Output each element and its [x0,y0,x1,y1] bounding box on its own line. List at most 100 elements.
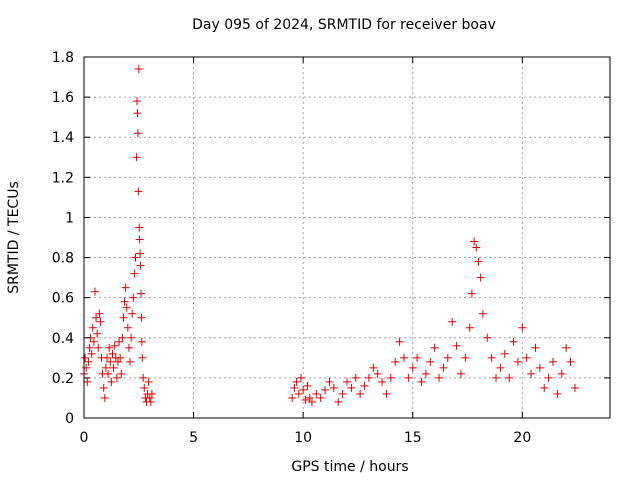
chart-title: Day 095 of 2024, SRMTID for receiver boa… [192,17,496,33]
data-point [101,363,110,372]
data-point [347,383,356,392]
data-point [128,309,137,318]
data-point [492,373,501,382]
data-point [109,363,118,372]
y-tick-label: 1.6 [52,90,74,106]
data-point [456,369,465,378]
data-point [136,261,145,270]
data-point [527,369,536,378]
data-point [116,353,125,362]
data-point [146,397,155,406]
data-point [99,383,108,392]
y-tick-label: 0.8 [52,251,74,267]
data-point [288,393,297,402]
data-point [430,343,439,352]
data-points [80,65,579,406]
data-point [321,385,330,394]
data-point [483,333,492,342]
data-point [144,377,153,386]
data-point [316,393,325,402]
data-point [95,309,104,318]
data-point [496,363,505,372]
data-point [135,223,144,232]
data-point [113,357,122,366]
data-point [133,109,142,118]
data-point [117,369,126,378]
data-point [408,363,417,372]
data-point [94,343,103,352]
data-point [364,373,373,382]
data-point [395,337,404,346]
y-tick-label: 0.4 [52,331,74,347]
y-tick-label: 1.2 [52,170,74,186]
data-point [100,393,109,402]
data-point [570,383,579,392]
x-axis-title: GPS time / hours [291,459,408,475]
data-point [399,353,408,362]
data-point [124,343,133,352]
data-point [122,303,131,312]
data-point [108,349,117,358]
data-point [531,343,540,352]
data-point [301,395,310,404]
data-point [378,377,387,386]
data-point [137,337,146,346]
data-point [369,363,378,372]
data-point [89,337,98,346]
data-point [92,313,101,322]
data-point [126,357,135,366]
data-point [421,369,430,378]
data-point [105,343,114,352]
data-point [549,357,558,366]
data-point [130,269,139,278]
data-point [103,353,112,362]
data-point [360,381,369,390]
data-point [83,377,92,386]
data-point [147,389,156,398]
data-point [312,389,321,398]
data-point [509,337,518,346]
data-point [104,369,113,378]
data-point [553,389,562,398]
data-point [118,333,127,342]
data-point [544,373,553,382]
x-tick-label: 5 [189,430,198,446]
y-tick-label: 0 [65,411,74,427]
data-point [136,249,145,258]
data-point [132,153,141,162]
data-point [81,353,90,362]
data-point [137,313,146,322]
data-point [127,333,136,342]
data-point [296,373,305,382]
data-point [566,357,575,366]
y-tick-label: 1.8 [52,50,74,66]
grid-lines [84,57,610,418]
data-point [356,389,365,398]
data-point [505,373,514,382]
data-point [82,363,91,372]
data-point [136,289,145,298]
data-point [391,357,400,366]
y-axis-title: SRMTID / TECUs [6,181,22,294]
data-point [135,235,144,244]
data-point [413,353,422,362]
data-point [474,257,483,266]
data-point [386,373,395,382]
data-point [121,283,130,292]
data-point [84,357,93,366]
data-point [134,65,143,74]
data-point [470,237,479,246]
y-tick-label: 0.6 [52,291,74,307]
data-point [90,287,99,296]
x-tick-label: 10 [294,430,312,446]
data-point [299,385,308,394]
data-point [540,383,549,392]
data-point [351,373,360,382]
y-tick-label: 1 [65,210,74,226]
data-point [93,329,102,338]
data-point [303,381,312,390]
data-point [305,393,314,402]
data-point [140,383,149,392]
data-point [417,377,426,386]
